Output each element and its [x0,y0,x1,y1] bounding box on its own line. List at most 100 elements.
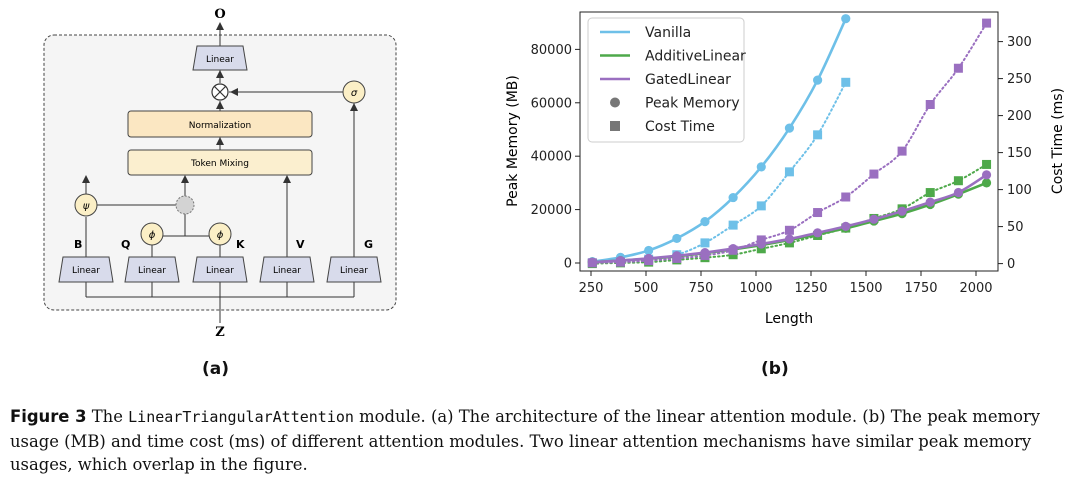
linear-label-k: Linear [206,266,234,276]
vanilla-time-point [756,201,766,211]
vanilla-memory-point [672,233,682,244]
legend-label: AdditiveLinear [645,49,746,65]
gatedlinear-memory-point [756,239,766,249]
x-tick-label: 500 [634,281,659,296]
multiply-icon [211,83,229,101]
top-linear-box [192,45,248,71]
memory-time-chart: 250 500 750 1000 1250 1500 1750 2000 0 20000 40000… [490,0,1080,340]
y-right-tick-label: 200 [1007,109,1032,124]
gatedlinear-memory-point [841,221,851,232]
normalization-label: Normalization [189,121,252,131]
legend-square-icon [610,121,620,131]
figure: Linear O σ Normalization Token Mixing [0,0,1080,400]
gatedlinear-time-point [869,169,879,179]
branch-k-letter: K [236,238,245,251]
legend-circle-icon [610,97,620,108]
vanilla-memory-point [700,217,710,227]
phi-q-node [140,222,164,246]
gatedlinear-time-point [982,18,992,28]
linear-box-g [326,256,382,283]
vanilla-time-point [728,220,738,230]
branch-q-letter: Q [121,238,130,251]
y-right-tick-label: 250 [1007,72,1032,87]
architecture-svg: Linear O σ Normalization Token Mixing [43,7,397,340]
phi-k-label: ϕ [217,230,224,241]
gatedlinear-time-point [925,100,935,109]
token-mixing-box [127,149,313,176]
gatedlinear-memory-point [897,206,907,216]
legend-label: Peak Memory [645,96,740,112]
x-tick-label: 250 [579,281,604,296]
token-mixing-label: Token Mixing [190,159,249,169]
gatedlinear-time-line [591,22,988,264]
vanilla-memory-point [728,192,738,203]
architecture-diagram: Linear O σ Normalization Token Mixing [0,0,440,400]
legend-label: Cost Time [645,119,715,135]
figure-caption: Figure 3 The LinearTriangularAttention m… [10,405,1072,477]
caption-module-name: LinearTriangularAttention [128,408,354,426]
additivelinear-memory-point [981,178,992,188]
additivelinear-time-point [953,176,963,186]
y-left-tick-label: 40000 [531,150,572,165]
sigma-label: σ [351,88,358,99]
caption-text-1: The [86,407,129,426]
vanilla-memory-point [756,162,766,172]
vanilla-memory-line [592,18,847,263]
legend-box [587,17,745,143]
x-tick-label: 1250 [794,281,827,296]
gatedlinear-memory-point [784,234,795,244]
gatedlinear-memory-point [728,243,738,254]
y-axis-left-label: Peak Memory (MB) [505,75,521,207]
legend-label: GatedLinear [645,72,731,88]
linear-box-b [58,256,114,283]
vanilla-time-point [700,238,710,248]
y-left-tick-label: 60000 [531,96,572,111]
linear-label-v: Linear [273,266,301,276]
gatedlinear-memory-point [813,228,823,238]
linear-box-q [124,256,180,283]
branch-g-letter: G [364,238,373,251]
y-axis-right-label: Cost Time (ms) [1050,88,1066,194]
x-tick-label: 1000 [739,281,772,296]
vanilla-time-point [784,167,794,177]
y-left-tick-label: 0 [564,256,572,271]
phi-k-node [208,222,232,246]
output-label: O [214,7,225,22]
gatedlinear-memory-point [644,253,654,264]
gatedlinear-memory-point [672,251,682,261]
x-axis-label: Length [765,311,813,327]
gatedlinear-time-point [953,63,963,73]
y-right-tick-label: 150 [1007,146,1032,161]
linear-label-g: Linear [340,266,368,276]
vanilla-memory-point [644,245,654,256]
vanilla-memory-point [813,75,823,85]
gatedlinear-time-point [813,208,823,218]
phi-q-label: ϕ [149,230,156,241]
gatedlinear-memory-point [615,255,626,266]
caption-figure-label: Figure 3 [10,407,87,426]
normalization-box [127,110,313,138]
gatedlinear-memory-point [869,214,879,224]
y-left-tick-label: 80000 [531,43,572,58]
additivelinear-time-point [982,159,992,169]
top-linear-label: Linear [206,55,234,65]
psi-label: ψ [83,201,90,212]
gatedlinear-memory-point [925,197,935,207]
psi-node [74,193,98,217]
panel-b-sublabel: (b) [761,359,789,379]
y-right-tick-label: 300 [1007,35,1032,50]
arrowheads [82,22,358,183]
sigma-node [342,80,366,104]
x-tick-label: 1750 [904,281,937,296]
input-label: Z [215,325,225,340]
chart-svg: 250 500 750 1000 1250 1500 1750 200002000040000… [505,11,1066,327]
branch-b-letter: B [74,238,82,251]
gatedlinear-time-point [897,146,907,156]
y-left-tick-label: 20000 [531,203,572,218]
vanilla-memory-point [841,14,851,24]
linear-box-v [259,256,315,283]
gatedlinear-memory-point [587,257,597,267]
gatedlinear-memory-point [700,247,710,258]
x-tick-label: 750 [689,281,714,296]
linear-label-b: Linear [72,266,100,276]
